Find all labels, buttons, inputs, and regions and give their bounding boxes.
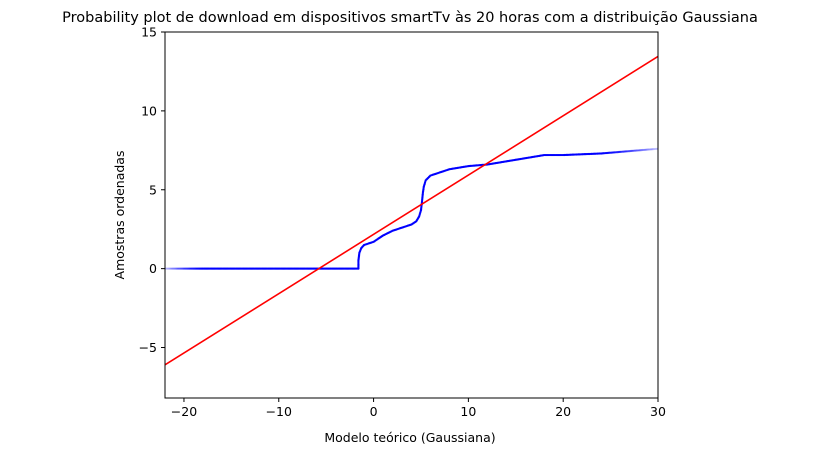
sample-point [167,267,170,270]
sample-point [176,267,180,270]
x-tick-label: −20 [171,404,197,419]
y-axis-label: Amostras ordenadas [112,151,127,280]
y-tick-label: −5 [139,340,157,355]
sample-point [168,267,171,270]
sample-point [636,149,639,152]
sample-point [641,148,644,152]
x-tick-label: 0 [370,404,378,419]
sample-point [654,147,657,151]
x-tick-label: 10 [460,404,476,419]
axes-frame [164,31,659,399]
sample-point [643,148,647,151]
sample-point [655,147,658,150]
sample-point [171,267,174,270]
x-axis-label: Modelo teórico (Gaussiana) [324,430,495,445]
sample-point [648,148,651,151]
sample-point [169,267,173,270]
sample-point [635,149,638,152]
sample-point [175,267,178,270]
y-tick-label: 5 [149,182,157,197]
y-tick-label: 0 [149,261,157,276]
y-tick-label: 15 [141,25,157,40]
x-tick-label: −10 [266,404,292,419]
sample-point [645,148,648,151]
sample-point [174,267,177,270]
sample-point [646,148,649,151]
x-axis: −20 −10 0 10 20 30 [171,398,666,419]
sample-point [172,267,175,270]
x-tick-label: 20 [555,404,571,419]
sample-point [637,149,641,152]
sample-point [639,149,642,152]
sample-point [650,148,654,151]
sample-point [642,148,645,152]
x-tick-label: 30 [650,404,666,419]
sample-point [165,267,168,270]
sample-point [634,149,637,152]
sample-point [652,148,655,151]
sample-point [640,149,643,152]
sample-point [653,147,656,151]
sample-point [173,267,176,270]
y-tick-label: 10 [141,103,157,118]
chart-title: Probability plot de download em disposit… [62,10,758,26]
sample-point [647,148,650,151]
fit-line [165,55,658,366]
plot-area [165,55,658,366]
sample-point [649,148,652,151]
sample-point [633,149,636,152]
y-axis: −5 0 5 10 15 [139,25,165,355]
sample-point [166,267,169,270]
